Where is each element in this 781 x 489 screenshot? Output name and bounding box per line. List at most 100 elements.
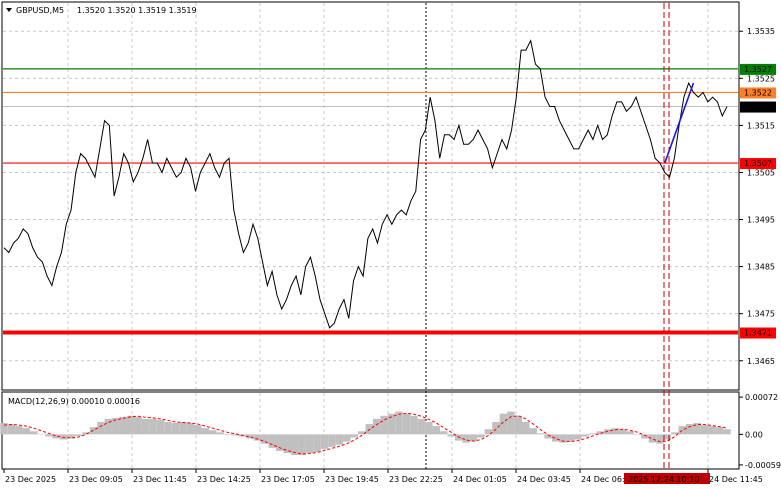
macd-histogram-bar (410, 415, 418, 435)
macd-histogram-bar (328, 434, 336, 447)
macd-histogram-bar (566, 434, 575, 442)
price-tick-label: 1.3505 (747, 168, 775, 177)
macd-histogram-bar (626, 431, 634, 435)
macd-histogram-bar (693, 423, 701, 435)
macd-histogram-bar (246, 434, 254, 439)
price-tick-label: 1.3495 (747, 216, 775, 225)
macd-histogram-bar (618, 429, 627, 435)
macd-histogram-bar (559, 434, 567, 443)
macd-histogram-bar (67, 434, 75, 439)
macd-histogram-bar (164, 421, 172, 435)
macd-tick-label: -0.00059 (745, 461, 781, 470)
macd-histogram-bar (686, 424, 694, 435)
macd-histogram-bar (350, 434, 359, 438)
macd-histogram-bar (156, 419, 165, 435)
macd-histogram-bar (492, 421, 500, 435)
macd-histogram-bar (149, 418, 157, 435)
macd-histogram-bar (343, 434, 351, 442)
macd-histogram-bar (417, 418, 426, 435)
macd-histogram-bar (179, 421, 187, 435)
time-tick-label: 24 Dec 01:05 (453, 475, 507, 484)
macd-histogram-bar (208, 430, 217, 435)
macd-histogram-bar (44, 434, 53, 437)
price-tick-label: 1.3485 (747, 263, 775, 272)
macd-histogram-bar (268, 434, 277, 448)
current-price-label: 1.3519 (744, 103, 772, 112)
macd-histogram-bar (59, 434, 68, 440)
highlighted-time-label: 2025.12.24 10:10 (628, 475, 699, 484)
macd-histogram-bar (223, 434, 232, 435)
symbol-label: GBPUSD,M5 (16, 6, 64, 15)
macd-histogram-bar (723, 429, 731, 435)
macd-histogram-bar (648, 434, 657, 443)
macd-histogram-bar (440, 431, 448, 435)
macd-histogram-bar (641, 434, 649, 439)
macd-histogram-bar (0, 423, 8, 435)
macd-histogram-bar (611, 428, 619, 435)
price-tags: 1.3527 1.3522 1.3507 1.3471 1.3519 (740, 63, 776, 339)
macd-histogram-bar (141, 418, 150, 435)
macd-histogram-bar (22, 428, 31, 435)
price-panel-frame (1, 1, 740, 391)
time-tick-label: 23 Dec 2025 (5, 475, 56, 484)
highlighted-time-tag (624, 473, 710, 484)
macd-histogram-bar (305, 434, 314, 453)
time-tick-label: 23 Dec 11:45 (133, 475, 187, 484)
macd-histogram-bar (194, 425, 202, 435)
macd-tick-label: 0.00072 (745, 393, 778, 402)
level-price-tag (740, 63, 776, 75)
macd-histogram-bar (380, 415, 388, 435)
macd-histogram-bar (656, 434, 664, 444)
price-series (3, 39, 728, 329)
macd-histogram-bar (104, 418, 113, 435)
macd-histogram-bar (335, 434, 344, 445)
price-line (3, 39, 728, 329)
macd-histogram-bar (536, 433, 545, 435)
macd-histogram-bar (358, 431, 366, 435)
time-tick-label: 23 Dec 09:05 (69, 475, 123, 484)
macd-title: MACD(12,26,9) 0.00010 0.00016 (8, 397, 140, 406)
level-price-label: 1.3527 (744, 65, 772, 74)
macd-histogram-bar (119, 416, 127, 435)
price-tick-label: 1.3465 (747, 357, 775, 366)
macd-histogram-bar (551, 434, 560, 442)
ohlc-values: 1.3520 1.3520 1.3519 1.3519 (77, 6, 197, 15)
macd-histogram-bar (581, 434, 590, 437)
macd-histogram-bar (261, 434, 269, 444)
projection-line (664, 82, 695, 164)
level-price-tag (740, 327, 776, 339)
macd-histogram-bar (7, 424, 16, 435)
macd-histogram-bar (52, 434, 60, 439)
chart-header: GBPUSD,M5 1.3520 1.3520 1.3519 1.3519 (6, 6, 197, 15)
macd-histogram-bar (134, 416, 142, 435)
time-tick-label: 23 Dec 19:45 (325, 475, 379, 484)
time-tick-label: 24 Dec 11:45 (709, 475, 763, 484)
macd-histogram-bar (432, 426, 441, 435)
price-tick-label: 1.3535 (747, 27, 775, 36)
macd-histogram-bar (216, 432, 224, 435)
macd-histogram-bar (425, 421, 433, 435)
macd-signal-line (3, 412, 728, 455)
macd-histogram-bar (30, 431, 38, 435)
macd-histogram-bar (97, 421, 105, 435)
price-tick-label: 1.3515 (747, 121, 775, 130)
price-tick-label: 1.3525 (747, 74, 775, 83)
dropdown-triangle-icon[interactable] (6, 8, 12, 12)
macd-histogram-bar (708, 426, 716, 435)
macd-histogram-bar (715, 427, 724, 435)
macd-histogram-bar (395, 411, 403, 435)
macd-histogram-bar (74, 434, 83, 436)
level-price-tag (740, 158, 776, 170)
macd-histogram-bar (522, 421, 530, 435)
macd-histogram-bar (700, 425, 709, 435)
macd-histogram-bar (469, 434, 478, 442)
macd-histogram-bar (544, 434, 552, 439)
macd-histogram-bar (462, 434, 470, 443)
price-levels (3, 68, 738, 335)
macd-histogram-bar (298, 434, 306, 456)
macd-histogram-bar (112, 417, 120, 435)
macd-histogram-bar (82, 432, 90, 435)
time-tick-label: 23 Dec 14:25 (197, 475, 251, 484)
macd-histogram-bar (126, 415, 135, 435)
